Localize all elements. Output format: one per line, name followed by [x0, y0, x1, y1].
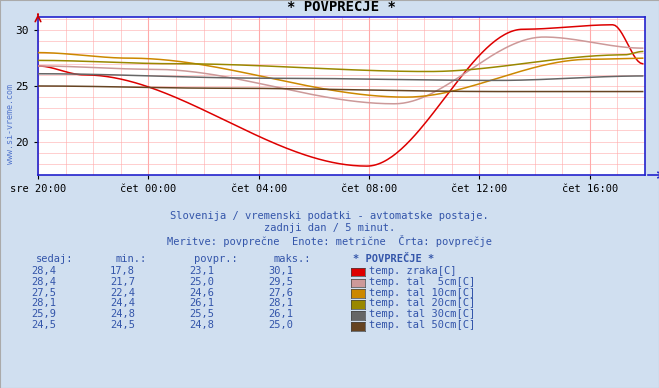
Text: 24,8: 24,8 [189, 320, 214, 330]
Text: 29,5: 29,5 [268, 277, 293, 287]
Text: 28,1: 28,1 [268, 298, 293, 308]
Text: www.si-vreme.com: www.si-vreme.com [6, 84, 15, 164]
Text: 26,1: 26,1 [268, 309, 293, 319]
Text: temp. tal 10cm[C]: temp. tal 10cm[C] [369, 288, 475, 298]
Text: 21,7: 21,7 [110, 277, 135, 287]
Text: povpr.:: povpr.: [194, 254, 238, 264]
Text: 28,4: 28,4 [31, 277, 56, 287]
Text: zadnji dan / 5 minut.: zadnji dan / 5 minut. [264, 223, 395, 233]
Text: Meritve: povprečne  Enote: metrične  Črta: povprečje: Meritve: povprečne Enote: metrične Črta:… [167, 235, 492, 247]
Text: temp. zraka[C]: temp. zraka[C] [369, 266, 457, 276]
Text: 25,5: 25,5 [189, 309, 214, 319]
Text: 25,0: 25,0 [189, 277, 214, 287]
Text: maks.:: maks.: [273, 254, 311, 264]
Text: 22,4: 22,4 [110, 288, 135, 298]
Text: 25,0: 25,0 [268, 320, 293, 330]
Text: temp. tal 20cm[C]: temp. tal 20cm[C] [369, 298, 475, 308]
Text: 30,1: 30,1 [268, 266, 293, 276]
Text: 23,1: 23,1 [189, 266, 214, 276]
Text: sedaj:: sedaj: [36, 254, 74, 264]
Text: 24,4: 24,4 [110, 298, 135, 308]
Text: min.:: min.: [115, 254, 146, 264]
Text: 27,5: 27,5 [31, 288, 56, 298]
Text: * POVPREČJE *: * POVPREČJE * [353, 254, 434, 264]
Text: 28,4: 28,4 [31, 266, 56, 276]
Text: 25,9: 25,9 [31, 309, 56, 319]
Text: 24,6: 24,6 [189, 288, 214, 298]
Text: 27,6: 27,6 [268, 288, 293, 298]
Title: * POVPREČJE *: * POVPREČJE * [287, 0, 396, 14]
Text: 26,1: 26,1 [189, 298, 214, 308]
Text: 17,8: 17,8 [110, 266, 135, 276]
Text: 28,1: 28,1 [31, 298, 56, 308]
Text: Slovenija / vremenski podatki - avtomatske postaje.: Slovenija / vremenski podatki - avtomats… [170, 211, 489, 222]
Text: 24,5: 24,5 [31, 320, 56, 330]
Text: temp. tal  5cm[C]: temp. tal 5cm[C] [369, 277, 475, 287]
Text: temp. tal 50cm[C]: temp. tal 50cm[C] [369, 320, 475, 330]
Text: 24,5: 24,5 [110, 320, 135, 330]
Text: temp. tal 30cm[C]: temp. tal 30cm[C] [369, 309, 475, 319]
Text: 24,8: 24,8 [110, 309, 135, 319]
